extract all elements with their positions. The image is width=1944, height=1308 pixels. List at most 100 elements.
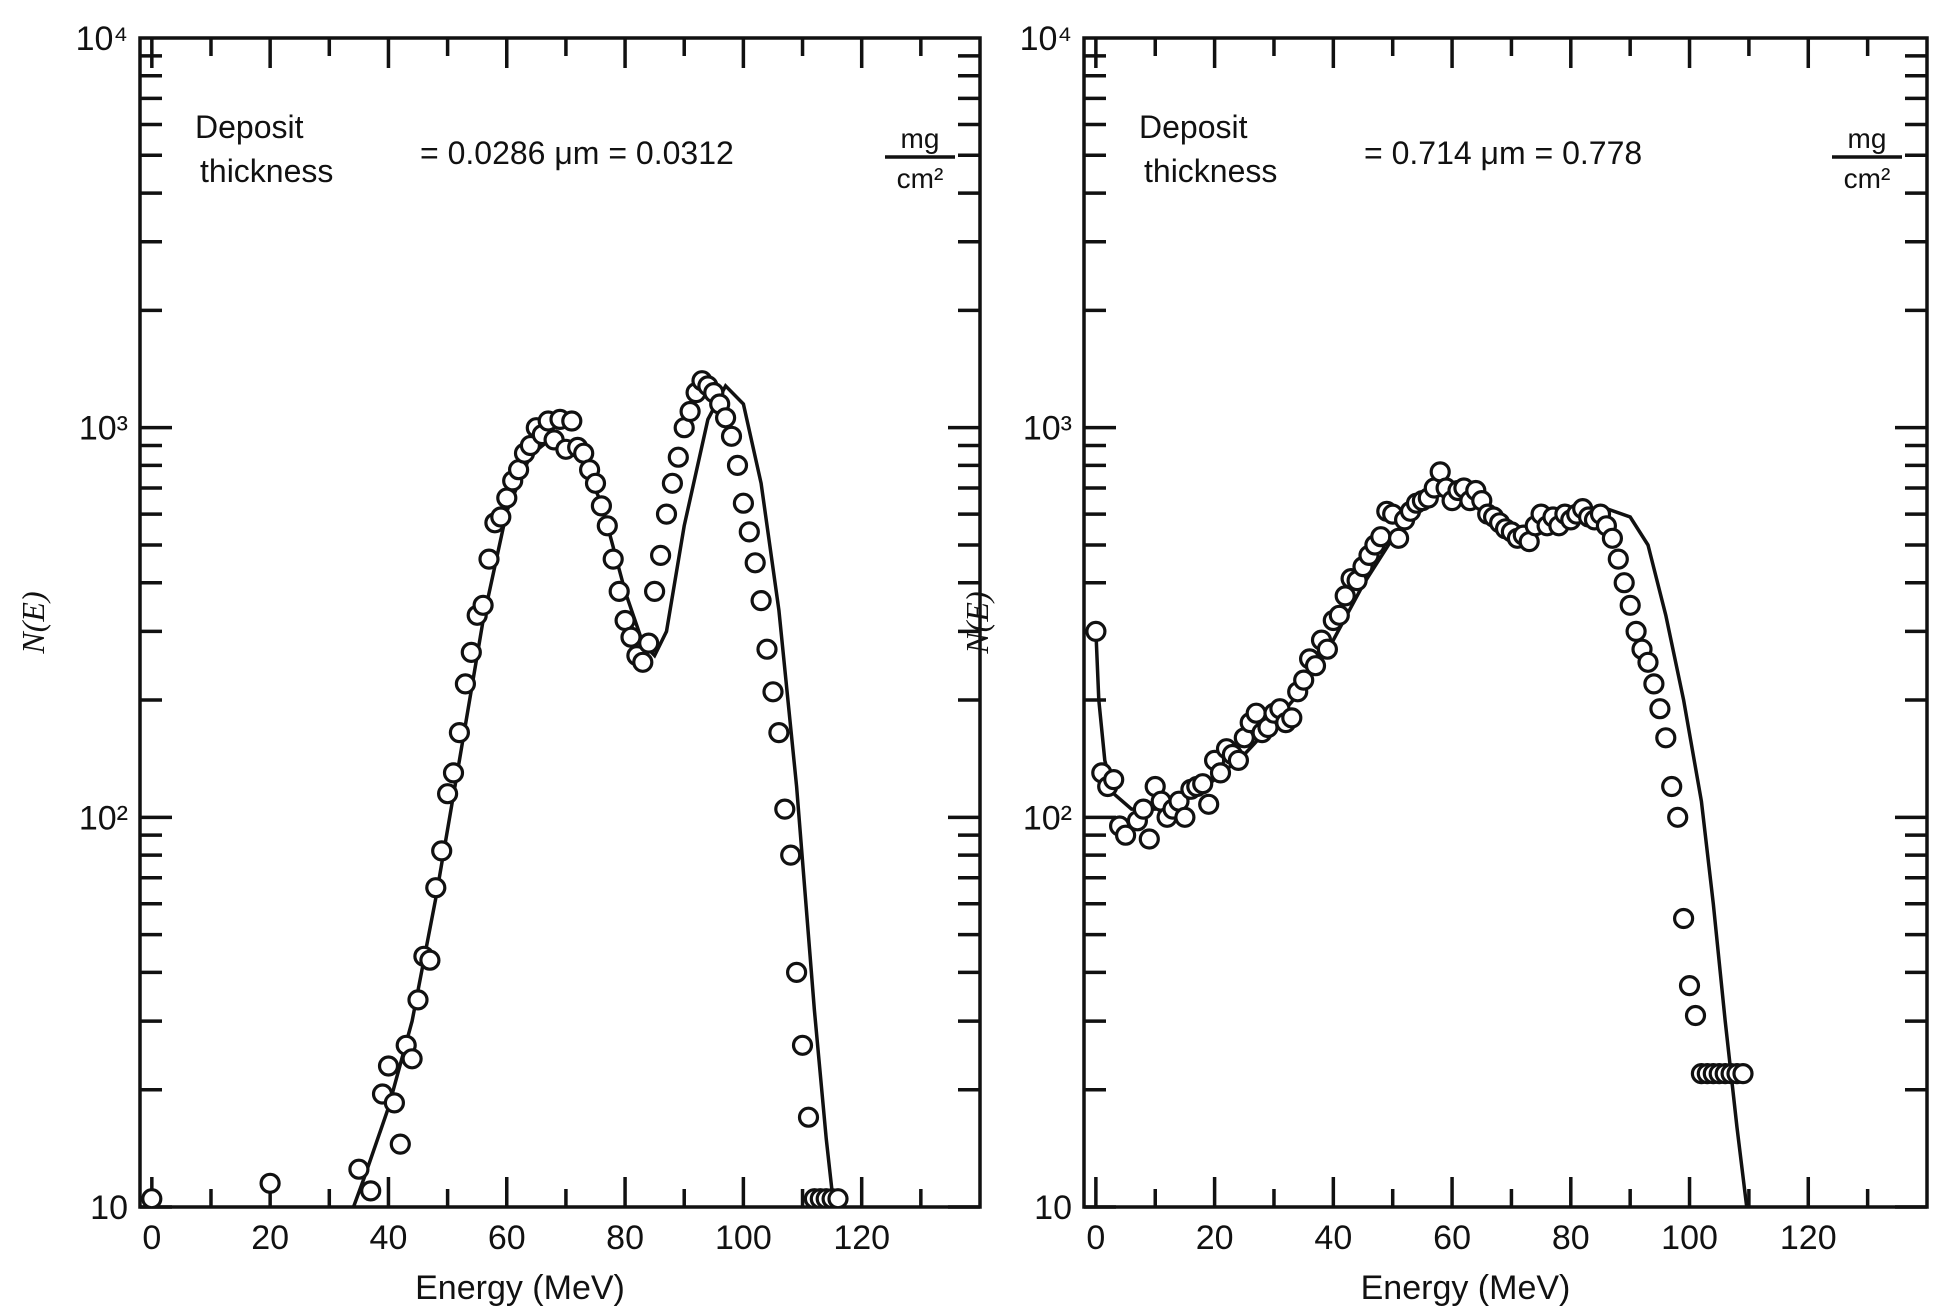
x-tick-label: 100: [715, 1219, 772, 1257]
data-point: [1613, 572, 1635, 594]
data-point: [584, 472, 607, 494]
data-point: [1643, 673, 1665, 695]
data-point: [602, 548, 624, 570]
data-point: [1655, 727, 1677, 749]
data-point: [389, 1133, 411, 1155]
data-point: [632, 651, 654, 673]
data-point: [419, 949, 441, 971]
data-point: [1661, 775, 1683, 798]
y-tick-label: 10²: [79, 799, 128, 837]
data-point: [1732, 1062, 1754, 1085]
left-panel: 0 20 40 60 80 100 120 10 10² 10³ 10⁴ Energy (MeV) N(…: [15, 20, 982, 1307]
data-point: [425, 877, 447, 899]
data-point: [561, 410, 583, 432]
data-point: [1132, 798, 1155, 820]
x-axis-label: Energy (MeV): [1361, 1269, 1571, 1307]
data-point: [1625, 620, 1647, 643]
y-tick-label: 10³: [79, 410, 128, 448]
data-point: [679, 400, 701, 423]
x-tick-label: 120: [833, 1219, 890, 1257]
data-point: [774, 798, 796, 820]
annotation-line2: thickness: [200, 153, 333, 189]
data-point: [1601, 527, 1624, 549]
fit-curve: [1094, 486, 1749, 1207]
data-point: [1667, 806, 1689, 828]
data-point: [714, 407, 737, 429]
data-point: [1678, 974, 1701, 997]
data-point: [1619, 594, 1641, 616]
data-point: [1649, 698, 1671, 720]
data-point: [1304, 655, 1327, 677]
data-point: [1281, 707, 1303, 729]
data-point: [431, 840, 453, 862]
data-point: [661, 472, 684, 494]
data-point: [1198, 793, 1220, 815]
data-point: [348, 1158, 370, 1180]
data-point: [1334, 585, 1356, 607]
y-tick-label: 10³: [1023, 410, 1072, 448]
data-point: [756, 638, 778, 660]
data-point: [732, 492, 755, 514]
data-point: [401, 1048, 423, 1070]
y-tick-label: 10: [90, 1189, 128, 1227]
data-point: [1192, 773, 1214, 795]
data-point: [780, 844, 802, 866]
data-point: [797, 1106, 820, 1128]
data-point: [768, 721, 790, 744]
right-panel: 0 20 40 60 80 100 120 10 10² 10³ 10⁴ Energy (MeV) N(…: [959, 20, 1929, 1307]
x-tick-label: 20: [251, 1219, 289, 1257]
y-tick-label: 10: [1034, 1189, 1072, 1227]
data-point: [460, 641, 482, 664]
annotation-line1: Deposit: [1139, 109, 1248, 145]
data-point: [1316, 638, 1339, 660]
y-axis-label: N(E): [15, 591, 51, 654]
data-point: [496, 487, 518, 509]
data-point: [437, 783, 459, 805]
x-tick-label: 60: [1433, 1219, 1471, 1257]
y-tick-label: 10²: [1023, 799, 1072, 837]
data-point: [1138, 828, 1160, 850]
data-point: [360, 1180, 382, 1202]
data-point: [377, 1055, 400, 1077]
data-point: [1114, 824, 1137, 846]
data-point: [1684, 1004, 1707, 1027]
annotation-unit-num: mg: [901, 123, 940, 154]
data-point: [744, 552, 766, 574]
data-point: [1227, 749, 1250, 772]
annotation-unit-den: cm²: [1844, 163, 1891, 194]
data-point: [472, 594, 494, 616]
plot-frame: [1082, 36, 1929, 1209]
data-point: [478, 548, 500, 570]
data-point: [649, 544, 672, 567]
data-point: [1293, 669, 1315, 691]
data-point: [590, 495, 613, 517]
data-point: [1174, 806, 1196, 828]
data-point: [1370, 526, 1392, 548]
data-point: [383, 1092, 405, 1114]
x-tick-label: 0: [142, 1219, 161, 1257]
data-point: [667, 446, 689, 468]
x-tick-label: 60: [488, 1219, 526, 1257]
data-point: [655, 503, 678, 525]
plot-frame: [138, 36, 982, 1209]
annotation-value: = 0.714 μm = 0.778: [1364, 135, 1642, 171]
data-point: [407, 989, 429, 1011]
data-point: [750, 589, 772, 612]
x-tick-label: 100: [1661, 1219, 1718, 1257]
data-layer: [1085, 461, 1754, 1207]
data-point: [785, 961, 808, 984]
data-point: [1607, 548, 1629, 570]
data-point: [620, 626, 642, 648]
data-layer: [141, 370, 849, 1207]
x-tick-label: 40: [370, 1219, 408, 1257]
data-point: [442, 762, 465, 784]
data-point: [1328, 604, 1350, 626]
x-tick-label: 0: [1086, 1219, 1105, 1257]
data-point: [141, 1188, 163, 1207]
data-point: [1637, 651, 1659, 673]
data-point: [762, 681, 784, 703]
data-point: [596, 515, 618, 537]
y-tick-label: 10⁴: [76, 20, 128, 58]
data-point: [1387, 527, 1410, 549]
